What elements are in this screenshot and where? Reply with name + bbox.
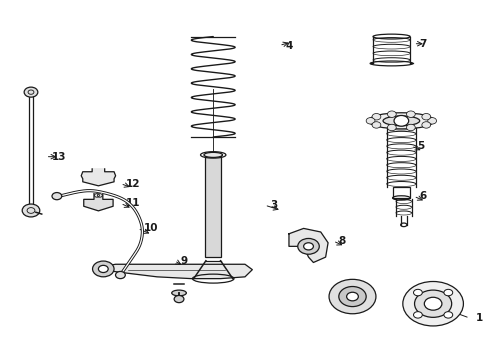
Circle shape — [52, 193, 62, 200]
Circle shape — [407, 111, 415, 117]
Circle shape — [414, 289, 422, 296]
Circle shape — [414, 312, 422, 318]
Circle shape — [372, 113, 381, 120]
Polygon shape — [289, 228, 328, 262]
Circle shape — [174, 296, 184, 303]
Circle shape — [388, 124, 396, 131]
Text: 5: 5 — [417, 141, 424, 151]
Text: 9: 9 — [180, 256, 187, 266]
Circle shape — [93, 261, 114, 277]
Circle shape — [444, 312, 453, 318]
Polygon shape — [81, 169, 116, 186]
Circle shape — [422, 113, 431, 120]
Circle shape — [366, 118, 375, 124]
Polygon shape — [96, 264, 252, 279]
Circle shape — [22, 204, 40, 217]
Bar — [205, 155, 221, 257]
Circle shape — [403, 282, 464, 326]
Bar — [392, 187, 410, 198]
Circle shape — [415, 290, 452, 318]
Circle shape — [444, 289, 453, 296]
Text: 4: 4 — [285, 41, 293, 50]
Text: 2: 2 — [434, 293, 441, 303]
Ellipse shape — [172, 290, 186, 296]
Text: 12: 12 — [126, 179, 141, 189]
Circle shape — [388, 111, 396, 117]
Text: 7: 7 — [419, 39, 427, 49]
Circle shape — [428, 118, 437, 124]
Circle shape — [116, 271, 125, 279]
Text: 13: 13 — [51, 152, 66, 162]
Circle shape — [298, 238, 319, 254]
Circle shape — [424, 297, 442, 310]
Text: 10: 10 — [144, 224, 158, 233]
Ellipse shape — [368, 113, 434, 129]
Text: 6: 6 — [419, 191, 427, 201]
Circle shape — [407, 124, 415, 131]
Circle shape — [372, 122, 381, 128]
Text: 3: 3 — [270, 200, 278, 210]
Text: 8: 8 — [339, 236, 346, 246]
Ellipse shape — [383, 116, 419, 126]
Circle shape — [339, 287, 366, 307]
Circle shape — [329, 279, 376, 314]
Circle shape — [346, 292, 358, 301]
Text: 1: 1 — [476, 313, 483, 323]
Text: 11: 11 — [126, 198, 141, 208]
Circle shape — [304, 243, 314, 250]
Ellipse shape — [204, 152, 222, 157]
Polygon shape — [84, 194, 113, 211]
Circle shape — [422, 122, 431, 128]
Circle shape — [24, 87, 38, 97]
Circle shape — [394, 116, 409, 126]
Circle shape — [98, 265, 108, 273]
